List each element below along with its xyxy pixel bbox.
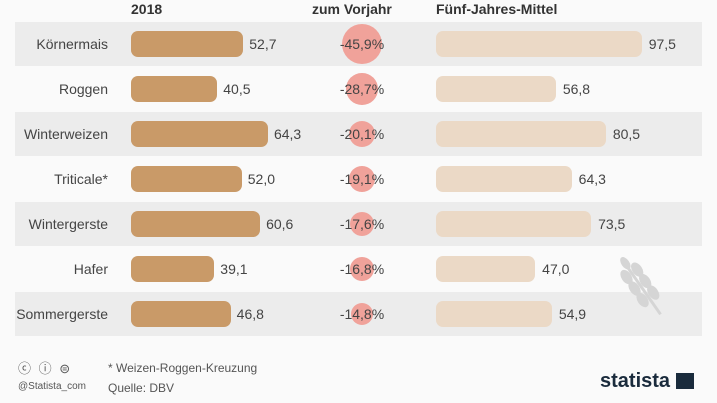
bar-2018: [131, 211, 261, 237]
bar-five-year: [436, 166, 572, 192]
value-five-year: 54,9: [558, 306, 587, 322]
change-value: -16,8%: [339, 261, 385, 277]
category-label: Wintergerste: [28, 216, 108, 232]
table-row: Roggen 40,5 -28,7% 56,8: [15, 67, 702, 111]
value-2018: 64,3: [273, 126, 302, 142]
bar-2018: [131, 256, 215, 282]
bar-five-year: [436, 121, 606, 147]
value-five-year: 64,3: [578, 171, 606, 187]
change-circle: [349, 256, 375, 282]
value-2018: 52,0: [247, 171, 275, 187]
value-2018: 52,7: [249, 36, 277, 52]
table-row: Winterweizen 64,3 -20,1% 80,5: [15, 112, 702, 156]
footnote: * Weizen-Roggen-Kreuzung: [108, 361, 258, 375]
bar-five-year: [436, 256, 536, 282]
bar-five-year: [436, 76, 556, 102]
value-five-year: 80,5: [612, 126, 641, 142]
table-row: Körnermais 52,7 -45,9% 97,5: [15, 22, 702, 66]
table-row: Hafer 39,1 -16,8% 47,0: [15, 247, 702, 291]
bar-2018: [131, 301, 231, 327]
value-five-year: 97,5: [648, 36, 676, 52]
change-circle: [348, 120, 376, 148]
category-label: Triticale*: [54, 171, 108, 187]
change-value: -45,9%: [339, 36, 385, 52]
header-2018: 2018: [131, 1, 163, 17]
table-row: Sommergerste 46,8 -14,8% 54,9: [15, 292, 702, 336]
change-value: -14,8%: [339, 306, 385, 322]
category-label: Sommergerste: [16, 306, 108, 322]
change-value: -20,1%: [339, 126, 385, 142]
bar-five-year: [436, 211, 592, 237]
handle: @Statista_com: [18, 381, 86, 392]
change-value: -19,1%: [339, 171, 385, 187]
value-five-year: 56,8: [562, 81, 591, 97]
change-value: -17,6%: [339, 216, 385, 232]
bar-five-year: [436, 31, 642, 57]
bar-five-year: [436, 301, 552, 327]
statista-logo[interactable]: statista: [600, 370, 694, 393]
category-label: Hafer: [73, 261, 108, 277]
table-row: Wintergerste 60,6 -17,6% 73,5: [15, 202, 702, 246]
license-icons: ⓒ ⓘ ⊜: [18, 361, 73, 376]
category-label: Winterweizen: [23, 126, 108, 142]
change-circle: [349, 211, 375, 237]
wheat-icon: [620, 257, 662, 316]
bar-2018: [131, 31, 244, 57]
value-2018: 40,5: [223, 81, 251, 97]
category-label: Roggen: [58, 81, 108, 97]
table-row: Triticale* 52,0 -19,1% 64,3: [15, 157, 702, 201]
header-change: zum Vorjahr: [312, 1, 392, 17]
value-2018: 60,6: [266, 216, 294, 232]
value-five-year: 47,0: [542, 261, 570, 277]
change-circle: [342, 24, 382, 64]
category-label: Körnermais: [36, 36, 108, 52]
change-circle: [350, 302, 374, 326]
change-circle: [346, 73, 378, 105]
bar-2018: [131, 121, 268, 147]
statista-logo-icon: [675, 373, 694, 389]
change-value: -28,7%: [339, 81, 385, 97]
bar-2018: [131, 76, 218, 102]
bar-2018: [131, 166, 242, 192]
change-circle: [349, 166, 375, 192]
value-five-year: 73,5: [598, 216, 626, 232]
value-2018: 46,8: [236, 306, 264, 322]
source: Quelle: DBV: [108, 381, 175, 395]
header-five-year: Fünf-Jahres-Mittel: [436, 1, 558, 17]
value-2018: 39,1: [220, 261, 248, 277]
